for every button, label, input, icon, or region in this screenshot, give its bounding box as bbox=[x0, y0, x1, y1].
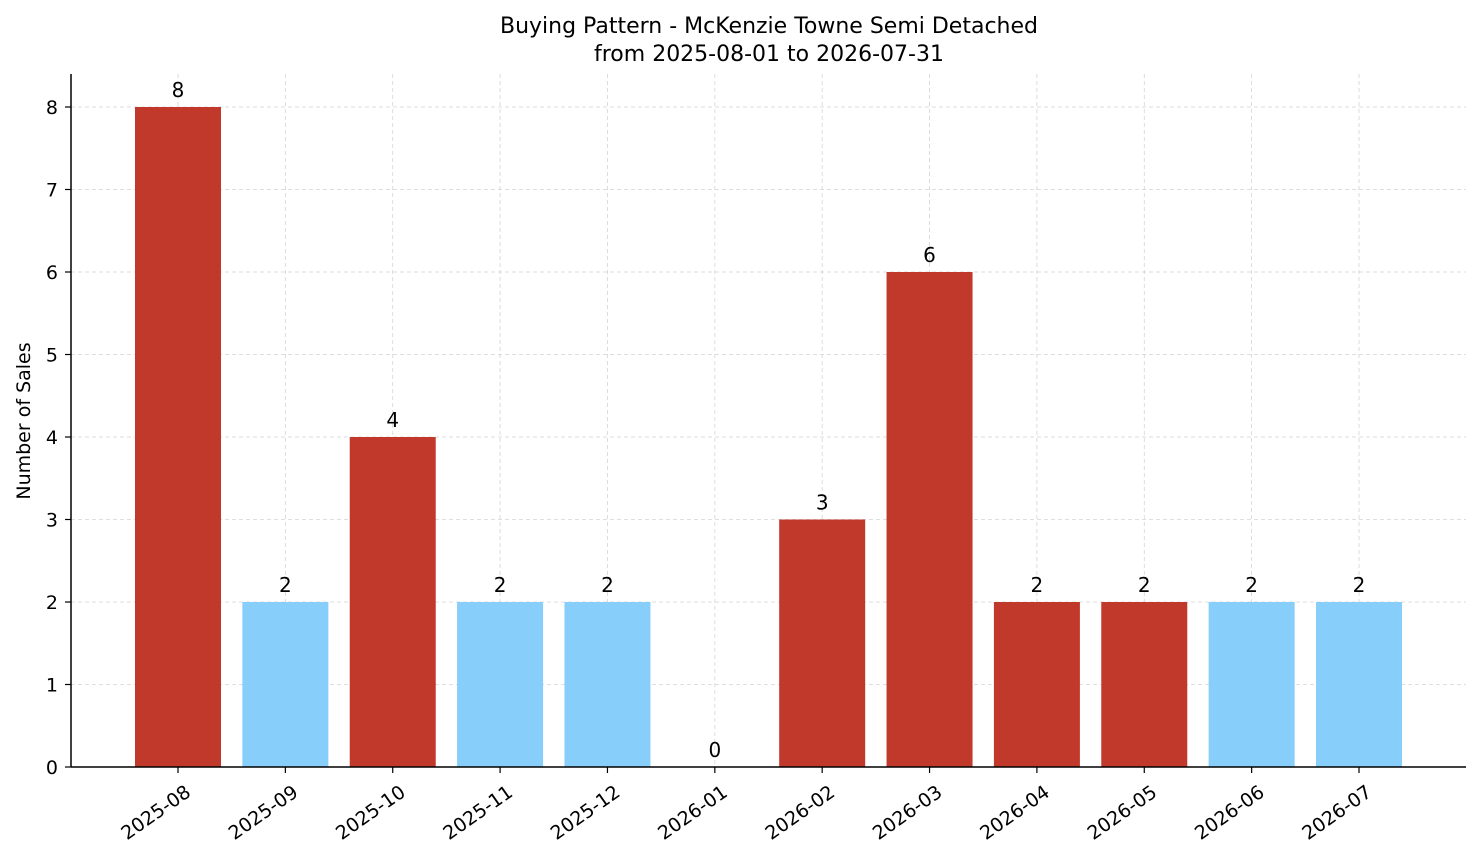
x-tick-label: 2026-03 bbox=[869, 781, 947, 845]
x-tick-label: 2025-11 bbox=[439, 781, 517, 845]
bar bbox=[349, 437, 436, 767]
y-tick-label: 4 bbox=[46, 427, 58, 449]
bar-value-label: 2 bbox=[1138, 573, 1151, 597]
x-tick-label: 2025-10 bbox=[332, 781, 410, 845]
bars bbox=[135, 107, 1402, 767]
bar-value-label: 6 bbox=[923, 243, 936, 267]
bar-value-label: 2 bbox=[279, 573, 292, 597]
bar-value-label: 2 bbox=[601, 573, 614, 597]
bar bbox=[1101, 602, 1188, 767]
y-tick-label: 5 bbox=[46, 345, 58, 367]
bar-value-label: 8 bbox=[172, 78, 185, 102]
bar bbox=[993, 602, 1080, 767]
y-tick-label: 3 bbox=[46, 510, 58, 532]
bar-value-label: 2 bbox=[494, 573, 507, 597]
y-tick-label: 8 bbox=[46, 97, 58, 119]
y-tick-label: 6 bbox=[46, 262, 58, 284]
bar bbox=[779, 519, 866, 767]
y-tick-label: 0 bbox=[46, 757, 58, 779]
x-tick-label: 2025-09 bbox=[225, 781, 303, 845]
x-tick-label: 2025-12 bbox=[547, 781, 625, 845]
y-tick-label: 1 bbox=[46, 675, 58, 697]
bar-value-labels: 8 2 4 2 2 0 3 6 2 2 2 2 bbox=[172, 78, 1366, 762]
x-tick-label: 2025-08 bbox=[117, 781, 195, 845]
x-tick-label: 2026-05 bbox=[1083, 781, 1161, 845]
bar-value-label: 0 bbox=[708, 738, 721, 762]
bar bbox=[1208, 602, 1295, 767]
chart-title: Buying Pattern - McKenzie Towne Semi Det… bbox=[500, 14, 1038, 39]
y-tick-label: 2 bbox=[46, 592, 58, 614]
bar-value-label: 3 bbox=[816, 491, 829, 515]
bar bbox=[135, 107, 221, 767]
bar-value-label: 2 bbox=[1353, 573, 1366, 597]
x-tick-label: 2026-04 bbox=[976, 781, 1054, 845]
chart-subtitle: from 2025-08-01 to 2026-07-31 bbox=[594, 42, 944, 67]
x-tick-label: 2026-02 bbox=[761, 781, 839, 845]
y-tick-label: 7 bbox=[46, 180, 58, 202]
bar bbox=[242, 602, 329, 767]
x-tick-label: 2026-07 bbox=[1298, 781, 1376, 845]
bar bbox=[1316, 602, 1402, 767]
y-axis-label: Number of Sales bbox=[13, 342, 35, 499]
bar bbox=[564, 602, 651, 767]
bar-value-label: 2 bbox=[1031, 573, 1044, 597]
bar-value-label: 2 bbox=[1245, 573, 1258, 597]
bar bbox=[457, 602, 544, 767]
bar bbox=[886, 272, 973, 767]
bar-value-label: 4 bbox=[386, 408, 399, 432]
x-tick-label: 2026-06 bbox=[1191, 781, 1269, 845]
x-tick-label: 2026-01 bbox=[654, 781, 732, 845]
